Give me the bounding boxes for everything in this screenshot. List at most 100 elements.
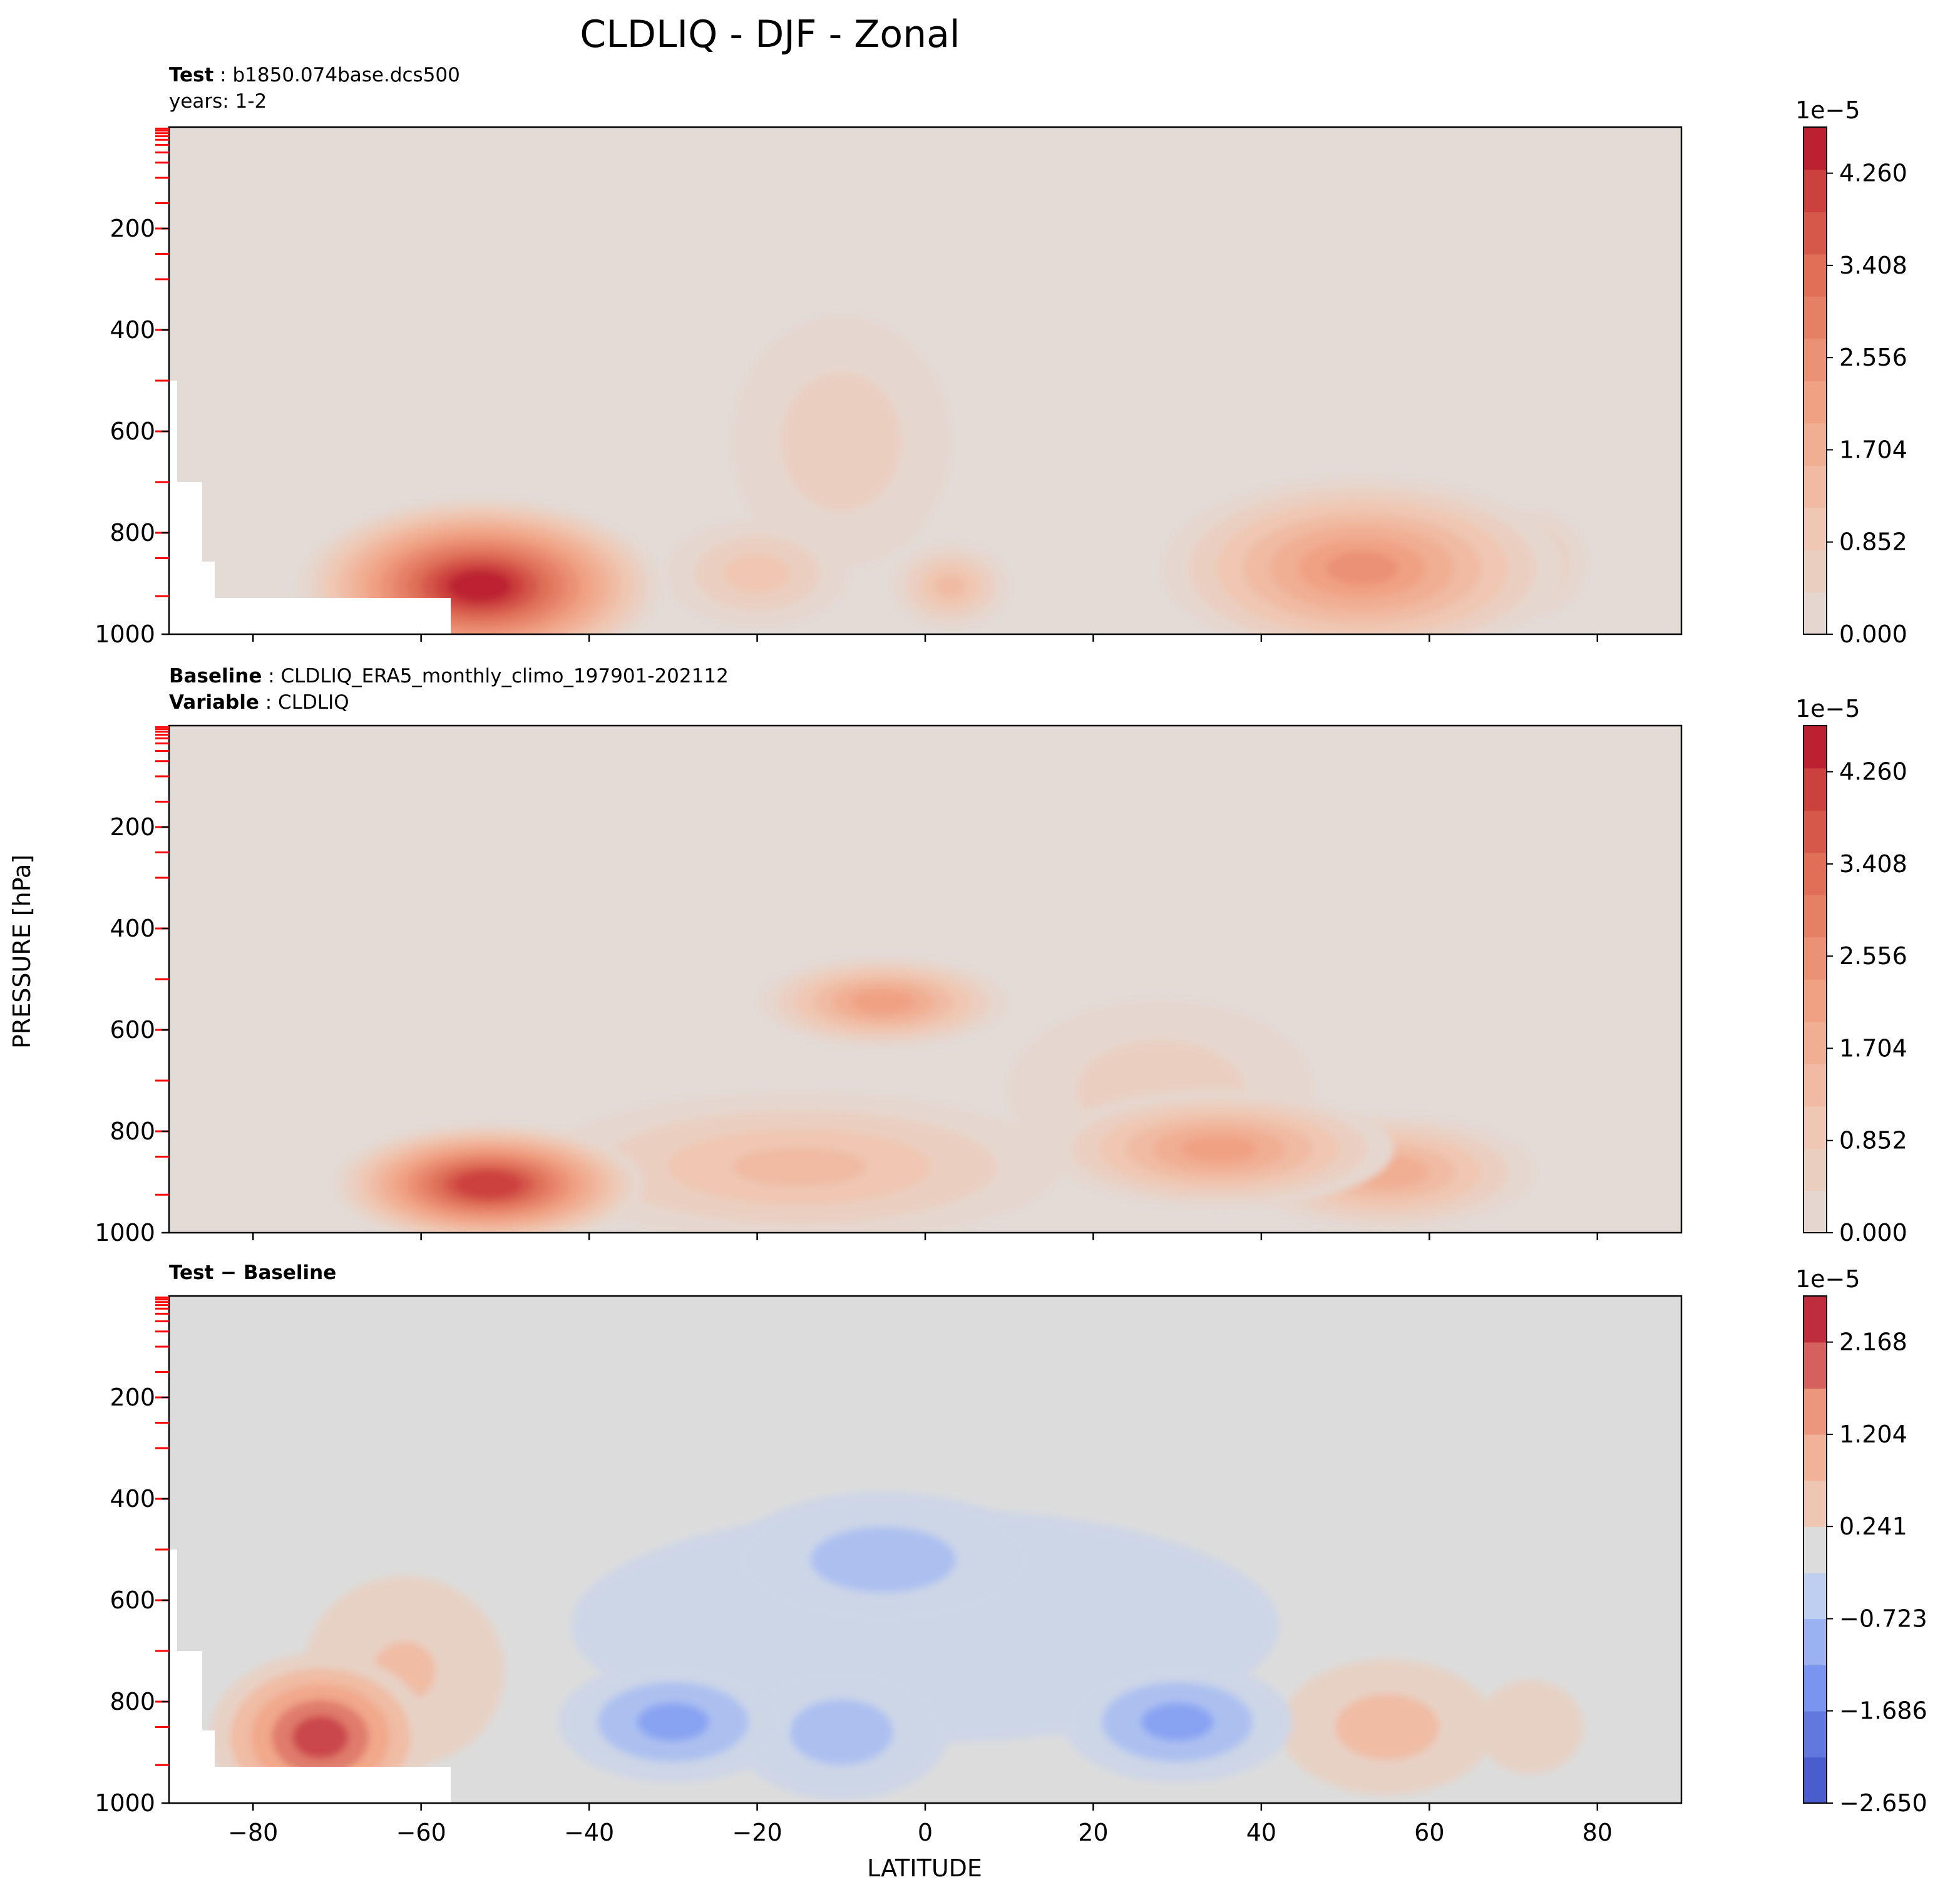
contour-band	[789, 1699, 893, 1766]
contour-feature	[734, 1664, 948, 1800]
colorbar-tick-label: 2.556	[1839, 344, 1907, 371]
colorbar-exponent: 1e−5	[1795, 96, 1860, 124]
contour-band	[1325, 551, 1399, 585]
panel-header-value: CLDLIQ	[278, 691, 349, 714]
colorbar-level	[1804, 1618, 1827, 1665]
y-tick-label: 400	[110, 915, 155, 942]
contour-feature	[758, 955, 1008, 1049]
contour-feature	[731, 314, 952, 569]
y-tick-label: 200	[110, 813, 155, 841]
contour-feature	[1062, 1661, 1292, 1783]
contour-band	[724, 553, 791, 594]
colorbar-level	[1804, 212, 1827, 255]
contour-band	[1477, 1680, 1584, 1774]
colorbar-level	[1804, 1710, 1827, 1758]
contour-band	[1335, 1694, 1439, 1760]
panel-header-value: years: 1-2	[169, 90, 267, 113]
colorbar-level	[1804, 1106, 1827, 1149]
panel-header-value: CLDLIQ_ERA5_monthly_climo_197901-202112	[281, 665, 729, 687]
contour-band	[935, 575, 966, 597]
colorbar-frame	[1803, 725, 1827, 1233]
colorbar-level	[1804, 1342, 1827, 1389]
colorbar-exponent: 1e−5	[1795, 695, 1860, 722]
contour-band	[732, 1148, 866, 1186]
x-tick-label: 20	[1078, 1819, 1108, 1846]
y-tick-label: 400	[110, 1485, 155, 1513]
contour-field	[169, 127, 1681, 634]
colorbar-level	[1804, 1064, 1827, 1107]
colorbar-tick-label: 1.704	[1839, 1034, 1907, 1062]
colorbar-level	[1804, 254, 1827, 297]
colorbar-tick-label: 0.241	[1839, 1513, 1907, 1540]
colorbar-tick-label: 2.556	[1839, 942, 1907, 970]
colorbar-level	[1804, 937, 1827, 980]
colorbar-tick-label: 4.260	[1839, 160, 1907, 187]
x-tick-label: 40	[1246, 1819, 1276, 1846]
colorbar-tick-label: 3.408	[1839, 850, 1907, 878]
contour-field	[169, 726, 1681, 1233]
contour-feature	[1280, 1659, 1494, 1795]
panel-header-line: years: 1-2	[169, 90, 267, 113]
contour-feature	[298, 497, 662, 634]
figure-title: CLDLIQ - DJF - Zonal	[580, 13, 960, 56]
panel-header-sep: :	[262, 665, 280, 687]
panel-header-line: Baseline : CLDLIQ_ERA5_monthly_climo_197…	[169, 665, 729, 687]
contour-band	[810, 1526, 956, 1593]
colorbar-level	[1804, 1480, 1827, 1527]
contour-band	[851, 990, 916, 1014]
colorbar-level	[1804, 1572, 1827, 1620]
colorbar-tick-label: 1.704	[1839, 436, 1907, 463]
contour-band	[1141, 1702, 1214, 1741]
colorbar-level	[1804, 895, 1827, 938]
panel-header-sep: :	[213, 64, 232, 86]
panel-baseline: Baseline : CLDLIQ_ERA5_monthly_climo_197…	[95, 665, 1907, 1247]
colorbar: 4.260 3.408 2.556 1.704 0.852 0.000 1e−5	[1795, 96, 1907, 648]
colorbar-exponent: 1e−5	[1795, 1265, 1860, 1293]
panel-header-line: Test : b1850.074base.dcs500	[169, 64, 460, 86]
colorbar-level	[1804, 852, 1827, 895]
panel-header-key: Test − Baseline	[169, 1262, 336, 1284]
x-axis-label: LATITUDE	[867, 1854, 982, 1882]
panel-header-key: Variable	[169, 691, 259, 714]
y-tick-label: 800	[110, 1688, 155, 1715]
colorbar-level	[1804, 1296, 1827, 1343]
contour-field	[169, 1296, 1681, 1803]
colorbar-frame	[1803, 1295, 1827, 1804]
y-tick-label: 600	[110, 1016, 155, 1044]
contour-feature	[664, 518, 850, 629]
y-tick-label: 200	[110, 1384, 155, 1411]
colorbar-level	[1804, 423, 1827, 466]
colorbar-level	[1804, 768, 1827, 811]
contour-feature	[1044, 1089, 1394, 1209]
colorbar-level	[1804, 1526, 1827, 1573]
contour-feature	[1477, 1680, 1584, 1774]
colorbar-level	[1804, 592, 1827, 635]
colorbar-tick-label: 0.000	[1839, 1219, 1907, 1247]
colorbar-level	[1804, 810, 1827, 853]
colorbar-level	[1804, 507, 1827, 550]
y-tick-label: 600	[110, 418, 155, 445]
colorbar-level	[1804, 979, 1827, 1022]
contour-feature	[733, 1492, 1033, 1628]
y-tick-label: 800	[110, 1118, 155, 1145]
colorbar-level	[1804, 1388, 1827, 1435]
x-tick-label: 0	[918, 1819, 933, 1846]
contour-band	[454, 1171, 522, 1198]
x-tick-label: −40	[564, 1819, 614, 1846]
colorbar-tick-label: 2.168	[1839, 1329, 1907, 1356]
x-tick-label: −80	[228, 1819, 278, 1846]
colorbar-frame	[1803, 126, 1827, 635]
y-tick-label: 800	[110, 519, 155, 547]
colorbar-level	[1804, 550, 1827, 593]
panel-header-line: Variable : CLDLIQ	[169, 691, 349, 714]
colorbar-level	[1804, 726, 1827, 769]
contour-feature	[558, 1661, 788, 1783]
contour-band	[448, 570, 512, 602]
y-tick-label: 200	[110, 215, 155, 242]
panel-header-line: Test − Baseline	[169, 1262, 336, 1284]
colorbar-tick-label: 1.204	[1839, 1421, 1907, 1448]
y-tick-label: 600	[110, 1586, 155, 1614]
colorbar-level	[1804, 1190, 1827, 1233]
